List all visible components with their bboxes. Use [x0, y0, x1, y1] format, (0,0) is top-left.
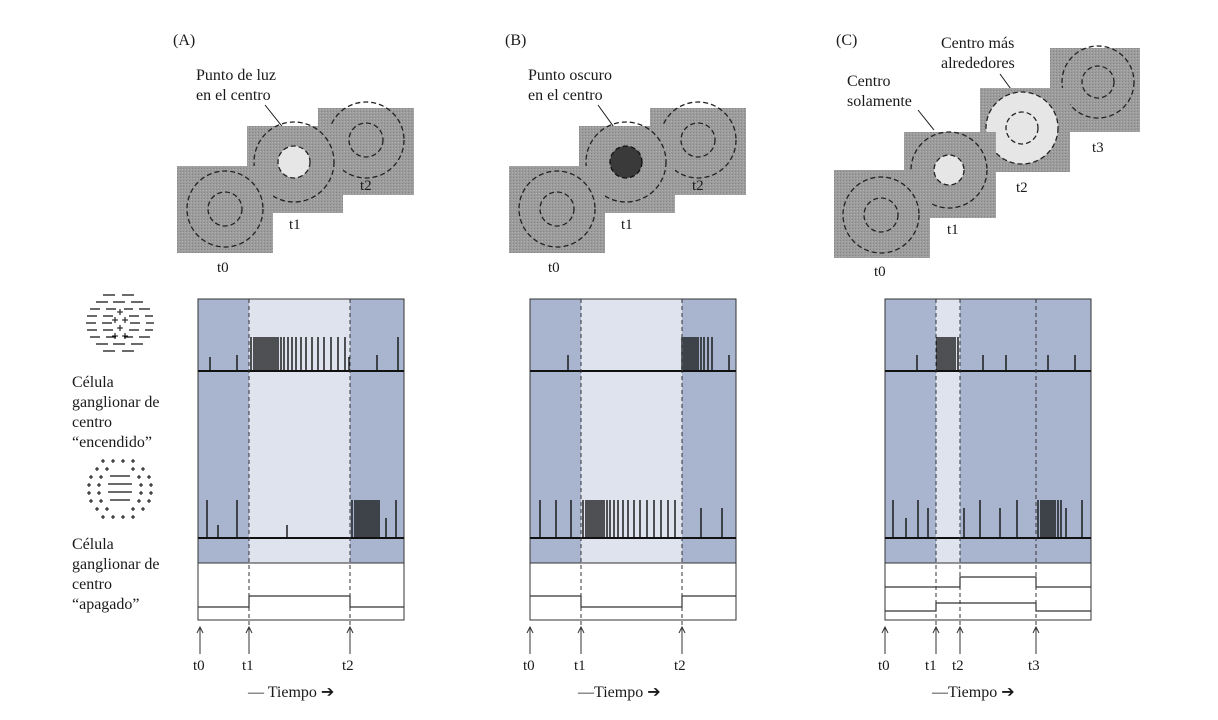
panel-c-callout-centro-line2: solamente — [847, 93, 912, 110]
panel-c-stim-label-t2: t2 — [1016, 180, 1028, 196]
on-cell-label: Célula ganglionar de centro “encendido” — [72, 374, 160, 451]
panel-c-time-label-t2: t2 — [952, 658, 964, 674]
panel-b-time-label-t0: t0 — [523, 658, 535, 674]
panel-c-time-label-t1: t1 — [925, 658, 937, 674]
panel-a-time-label-t0: t0 — [193, 658, 205, 674]
panel-c-stim-label-t3: t3 — [1092, 140, 1104, 156]
off-cell-label-line3: centro — [72, 576, 112, 593]
on-center-field-icon — [84, 289, 156, 361]
on-cell-label-line3: centro — [72, 414, 112, 431]
panel-a-axis-label: — Tiempo ➔ — [247, 684, 334, 701]
panel-a-time-label-t2: t2 — [342, 658, 354, 674]
panel-a-callout-line2: en el centro — [196, 87, 271, 104]
panel-b-callout-line2: en el centro — [528, 87, 603, 104]
panel-b-axis-label: —Tiempo ➔ — [577, 684, 661, 701]
on-cell-label-line1: Célula — [72, 374, 114, 391]
off-cell-label-line4: “apagado” — [72, 596, 140, 613]
light-spot — [277, 145, 311, 179]
panel-c-time-label-t3: t3 — [1028, 658, 1040, 674]
panel-b-letter: (B) — [505, 32, 526, 49]
panel-a-time-label-t1: t1 — [242, 658, 254, 674]
panel-b-stim-label-t0: t0 — [548, 260, 560, 276]
panel-c-letter: (C) — [836, 32, 857, 49]
panel-b-time-arrows — [526, 625, 686, 654]
panel-c-stim-label-t0: t0 — [874, 264, 886, 280]
panel-b-callout-line1: Punto oscuro — [528, 67, 612, 84]
panel-c-stim-label-t1: t1 — [947, 222, 959, 238]
panel-b-time-label-t1: t1 — [574, 658, 586, 674]
off-cell-label: Célula ganglionar de centro “apagado” — [72, 536, 160, 613]
panel-a-stim-label-t2: t2 — [360, 178, 372, 194]
panel-c-callout-centro-line1: Centro — [847, 73, 891, 90]
off-center-field-icon — [84, 454, 156, 526]
panel-c-callout-alrededor-line1: Centro más — [941, 35, 1014, 52]
dark-spot — [609, 145, 643, 179]
raster-a — [197, 298, 405, 564]
panel-b-callout-leader — [597, 104, 617, 131]
panel-c-callout-alrededor-line2: alrededores — [941, 55, 1015, 72]
stimulus-a-t0 — [177, 166, 273, 253]
panel-c: (C) Centro solamente Centro más alrededo… — [834, 32, 1140, 701]
stimulus-c-t0 — [834, 170, 930, 258]
raster-c — [884, 298, 1092, 564]
raster-b — [529, 298, 737, 564]
stimulus-trace-a — [197, 562, 405, 621]
off-cell-label-line2: ganglionar de — [72, 556, 160, 573]
panel-a: (A) Punto de luz en el centro t0 t1 t2 — [173, 32, 414, 701]
on-cell-label-line2: ganglionar de — [72, 394, 160, 411]
panel-b-time-label-t2: t2 — [674, 658, 686, 674]
panel-c-time-label-t0: t0 — [878, 658, 890, 674]
panel-c-time-arrows — [881, 625, 1040, 654]
off-cell-label-line1: Célula — [72, 536, 114, 553]
on-cell-label-line4: “encendido” — [72, 434, 152, 451]
panel-b-stim-label-t2: t2 — [692, 178, 704, 194]
panel-c-callout-leader-1 — [917, 109, 935, 131]
stimulus-trace-b — [529, 562, 737, 621]
panel-b-stim-label-t1: t1 — [621, 217, 633, 233]
panel-a-stim-label-t1: t1 — [289, 217, 301, 233]
stimulus-trace-c — [884, 562, 1092, 621]
panel-a-callout-leader — [264, 104, 286, 131]
panel-a-time-arrows — [196, 625, 354, 654]
panel-b: (B) Punto oscuro en el centro t0 t1 t2 — [505, 32, 746, 701]
stimulus-b-t0 — [509, 166, 605, 253]
panel-a-callout-line1: Punto de luz — [196, 67, 276, 84]
panel-c-axis-label: —Tiempo ➔ — [931, 684, 1015, 701]
panel-a-stim-label-t0: t0 — [217, 260, 229, 276]
panel-a-letter: (A) — [173, 32, 195, 49]
center-only-spot — [933, 154, 965, 186]
center-and-surround-spot — [985, 91, 1059, 165]
